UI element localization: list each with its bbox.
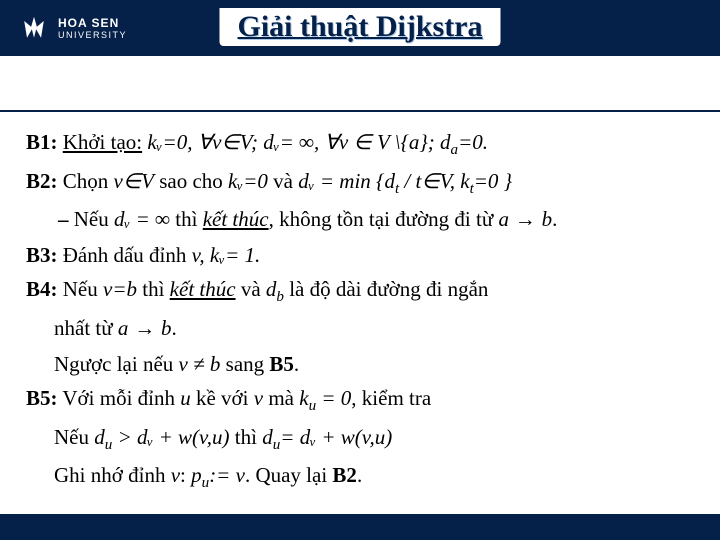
content-area: B1: Khởi tạo: kᵥ=0, ∀v∈V; dᵥ= ∞, ∀v ∈ V … [0, 112, 720, 496]
b1-tail-eq: =0. [458, 130, 488, 154]
b5-label: B5: [26, 386, 58, 410]
b5b-t3: > dᵥ + w(v,u) [112, 425, 229, 449]
b1-label: B1: [26, 130, 58, 154]
b2sub-t2: dᵥ = ∞ [114, 207, 170, 231]
b4a-t4: kết thúc [170, 277, 236, 301]
b2sub-t7: b [542, 207, 553, 231]
b4a-t5: và [236, 277, 266, 301]
b1-rest: kᵥ=0, ∀v∈V; dᵥ= ∞, ∀v ∈ V \{a}; [142, 130, 440, 154]
b3-t1: Đánh dấu đỉnh [63, 243, 192, 267]
b1-prefix: Khởi tạo: [63, 130, 142, 154]
b4a-t1: Nếu [63, 277, 103, 301]
b2sub-t8: . [552, 207, 557, 231]
b4b-t4: . [172, 316, 177, 340]
b5a-subu: u [309, 398, 317, 414]
b4c-t5: . [294, 352, 299, 376]
b5a-t1: Với mỗi đỉnh [62, 386, 180, 410]
b5c-t3: : [180, 463, 191, 487]
slide-title: Giải thuật Dijkstra [219, 8, 500, 46]
arrow-icon-2: → [128, 317, 161, 340]
b5c-t4: p [191, 463, 202, 487]
b4a-subb: b [276, 290, 284, 306]
logo-text: HOA SEN UNIVERSITY [58, 17, 127, 40]
b5c-t1: Ghi nhớ đỉnh [54, 463, 171, 487]
b4b-t1: nhất từ [54, 316, 118, 340]
b5a-t5: mà [263, 386, 299, 410]
step-b2: B2: Chọn v∈V sao cho kᵥ=0 và dᵥ = min {d… [26, 165, 694, 202]
b5c-t2: v [171, 463, 180, 487]
b4-label: B4: [26, 277, 58, 301]
b5c-t8: . [357, 463, 362, 487]
title-bar: Giải thuật Dijkstra [0, 56, 720, 112]
b5a-t6: k [299, 386, 308, 410]
b4a-t2: v=b [103, 277, 137, 301]
step-b5c: Ghi nhớ đỉnh v: pu:= v. Quay lại B2. [26, 459, 694, 496]
b4c-t3: sang [220, 352, 269, 376]
b5b-t2: d [94, 425, 105, 449]
b5c-t5: := v [209, 463, 245, 487]
b5b-t6: = dᵥ + w(v,u) [280, 425, 392, 449]
step-b5a: B5: Với mỗi đỉnh u kề với v mà ku = 0, k… [26, 382, 694, 419]
logo-line2: UNIVERSITY [58, 31, 127, 40]
logo: HOA SEN UNIVERSITY [20, 14, 127, 42]
b4a-t7: là độ dài đường đi ngắn [284, 277, 488, 301]
b5a-t7: = 0 [316, 386, 351, 410]
b5a-t3: kề với [191, 386, 254, 410]
b2sub-t5: , không tồn tại đường đi từ [269, 207, 499, 231]
b4c-t4: B5 [269, 352, 294, 376]
b3-t2: v, kᵥ= 1. [192, 243, 261, 267]
lotus-icon [20, 14, 48, 42]
b2-text: Chọn v∈V sao cho kᵥ=0 và dᵥ = min {dt / … [63, 169, 512, 193]
b5c-t7: B2 [332, 463, 357, 487]
b2-label: B2: [26, 169, 58, 193]
step-b4a: B4: Nếu v=b thì kết thúc và db là độ dài… [26, 273, 694, 310]
b2sub-dash: – [58, 207, 69, 231]
logo-line1: HOA SEN [58, 17, 127, 29]
step-b4c: Ngược lại nếu v ≠ b sang B5. [26, 348, 694, 381]
b5b-t1: Nếu [54, 425, 94, 449]
b3-label: B3: [26, 243, 58, 267]
arrow-icon: → [509, 208, 542, 231]
b5b-t4: thì [230, 425, 263, 449]
b2sub-t3: thì [170, 207, 203, 231]
step-b5b: Nếu du > dᵥ + w(v,u) thì du= dᵥ + w(v,u) [26, 421, 694, 458]
b1-tail-i: d [440, 130, 451, 154]
b5a-t8: , kiểm tra [351, 386, 431, 410]
b5b-t5: d [262, 425, 273, 449]
b5a-t4: v [254, 386, 263, 410]
b1-tail-sub: a [451, 142, 459, 158]
step-b3: B3: Đánh dấu đỉnh v, kᵥ= 1. [26, 239, 694, 272]
b2sub-t1: Nếu [74, 207, 114, 231]
b5a-t2: u [180, 386, 191, 410]
step-b1: B1: Khởi tạo: kᵥ=0, ∀v∈V; dᵥ= ∞, ∀v ∈ V … [26, 126, 694, 163]
b4a-t3: thì [137, 277, 170, 301]
footer-bar [0, 514, 720, 540]
b4a-t6: d [266, 277, 277, 301]
b4c-t2: v ≠ b [179, 352, 221, 376]
b2sub-t4: kết thúc [203, 207, 269, 231]
b5c-t6: . Quay lại [245, 463, 332, 487]
step-b4b: nhất từ a → b. [26, 312, 694, 346]
b2sub-t6: a [498, 207, 509, 231]
b4b-t2: a [118, 316, 129, 340]
step-b2sub: – Nếu dᵥ = ∞ thì kết thúc, không tồn tại… [26, 203, 694, 237]
b4c-t1: Ngược lại nếu [54, 352, 179, 376]
b4b-t3: b [161, 316, 172, 340]
